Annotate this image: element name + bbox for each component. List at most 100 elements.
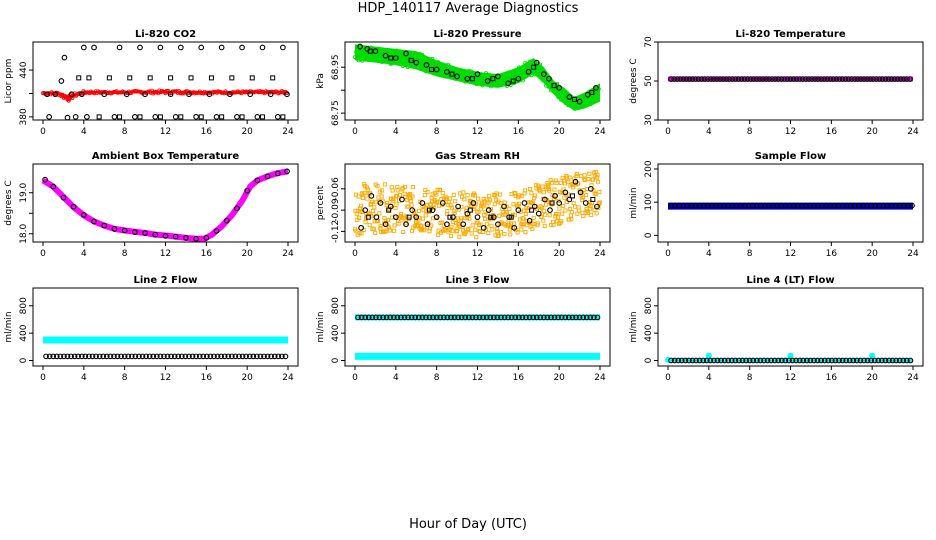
band-point — [421, 55, 426, 60]
rh-point — [567, 217, 572, 222]
rh-point — [527, 186, 533, 192]
data-point — [714, 357, 721, 364]
data-point — [904, 357, 910, 364]
data-point-square — [427, 207, 433, 213]
band-point — [594, 88, 599, 93]
data-point — [419, 314, 426, 321]
rh-point — [542, 208, 547, 213]
data-point — [839, 76, 846, 82]
data-point — [723, 76, 730, 82]
data-point — [720, 76, 726, 82]
rh-point — [396, 221, 401, 226]
data-point — [61, 54, 68, 61]
data-point — [886, 357, 892, 364]
data-point — [562, 189, 569, 196]
rh-point — [516, 201, 522, 206]
data-point — [572, 178, 579, 185]
data-point — [413, 214, 420, 221]
data-point — [177, 44, 184, 51]
rh-point — [395, 184, 400, 189]
data-point — [882, 357, 889, 364]
data-point — [464, 210, 471, 217]
band-point — [495, 82, 500, 87]
rh-point — [480, 204, 485, 209]
data-point — [732, 76, 739, 82]
data-point — [515, 207, 522, 213]
data-point — [871, 357, 878, 364]
data-point — [392, 55, 399, 61]
data-point — [172, 114, 179, 120]
y-tick-label: 68.75 — [331, 100, 341, 126]
rh-point — [520, 221, 525, 226]
band-point — [515, 70, 520, 75]
rh-point — [563, 208, 568, 213]
rh-point — [409, 203, 414, 208]
data-point — [150, 353, 157, 360]
x-tick-label: 16 — [201, 249, 213, 259]
rh-point — [462, 197, 467, 202]
y-axis-label: Licor ppm — [4, 59, 14, 104]
panel-temp: 0 4 8 12 16 20 24 30 50 70 Li-820 Temperature degre… — [629, 29, 924, 137]
band-point — [355, 53, 360, 58]
data-point — [555, 314, 561, 321]
data-point — [556, 85, 563, 91]
data-point — [483, 314, 490, 321]
data-point — [280, 44, 286, 51]
x-tick-label: 0 — [665, 373, 671, 383]
data-point — [576, 98, 583, 105]
data-point — [778, 76, 785, 82]
rh-point — [505, 210, 510, 215]
data-point — [763, 76, 769, 82]
data-point — [508, 314, 515, 321]
x-tick-label: 4 — [706, 127, 712, 137]
panel-plot-area — [665, 352, 914, 364]
data-point — [68, 91, 75, 98]
data-point-square — [117, 114, 123, 120]
data-point — [511, 224, 518, 231]
data-point-square — [510, 78, 516, 84]
rh-point — [594, 192, 599, 197]
band-point — [595, 97, 600, 102]
data-point — [580, 314, 587, 321]
data-point — [362, 207, 369, 213]
data-point — [519, 314, 526, 321]
data-point — [128, 353, 135, 360]
rh-point — [409, 228, 415, 233]
data-point — [891, 76, 898, 82]
data-point — [714, 76, 720, 82]
rh-point — [550, 180, 555, 185]
data-point-square — [429, 67, 435, 73]
rh-point — [532, 196, 537, 201]
rh-point — [560, 211, 565, 216]
data-point — [796, 357, 803, 364]
rh-point — [577, 208, 582, 213]
data-point — [474, 71, 481, 77]
rh-point — [515, 230, 520, 235]
band-point — [482, 79, 487, 84]
x-tick-label: 0 — [665, 127, 671, 137]
rh-point — [376, 199, 381, 204]
data-point — [234, 114, 240, 120]
data-point — [732, 357, 739, 364]
rh-point — [472, 193, 477, 198]
rh-point — [558, 180, 563, 185]
data-point — [462, 314, 469, 321]
data-point — [175, 353, 182, 360]
band-point — [536, 71, 541, 76]
data-point-square — [490, 76, 496, 82]
rh-point — [494, 191, 499, 196]
band-point — [591, 98, 596, 103]
data-point — [533, 59, 540, 66]
panel-plot-area — [668, 202, 915, 210]
data-point — [80, 212, 87, 218]
rh-point — [519, 227, 524, 232]
rh-point — [494, 226, 499, 231]
data-point — [172, 233, 179, 240]
data-point — [793, 76, 800, 82]
rh-point — [476, 196, 481, 201]
rh-point — [356, 194, 361, 199]
data-point — [164, 353, 171, 360]
data-point — [380, 314, 386, 321]
data-point-square — [76, 75, 82, 81]
data-point-square — [408, 57, 414, 63]
